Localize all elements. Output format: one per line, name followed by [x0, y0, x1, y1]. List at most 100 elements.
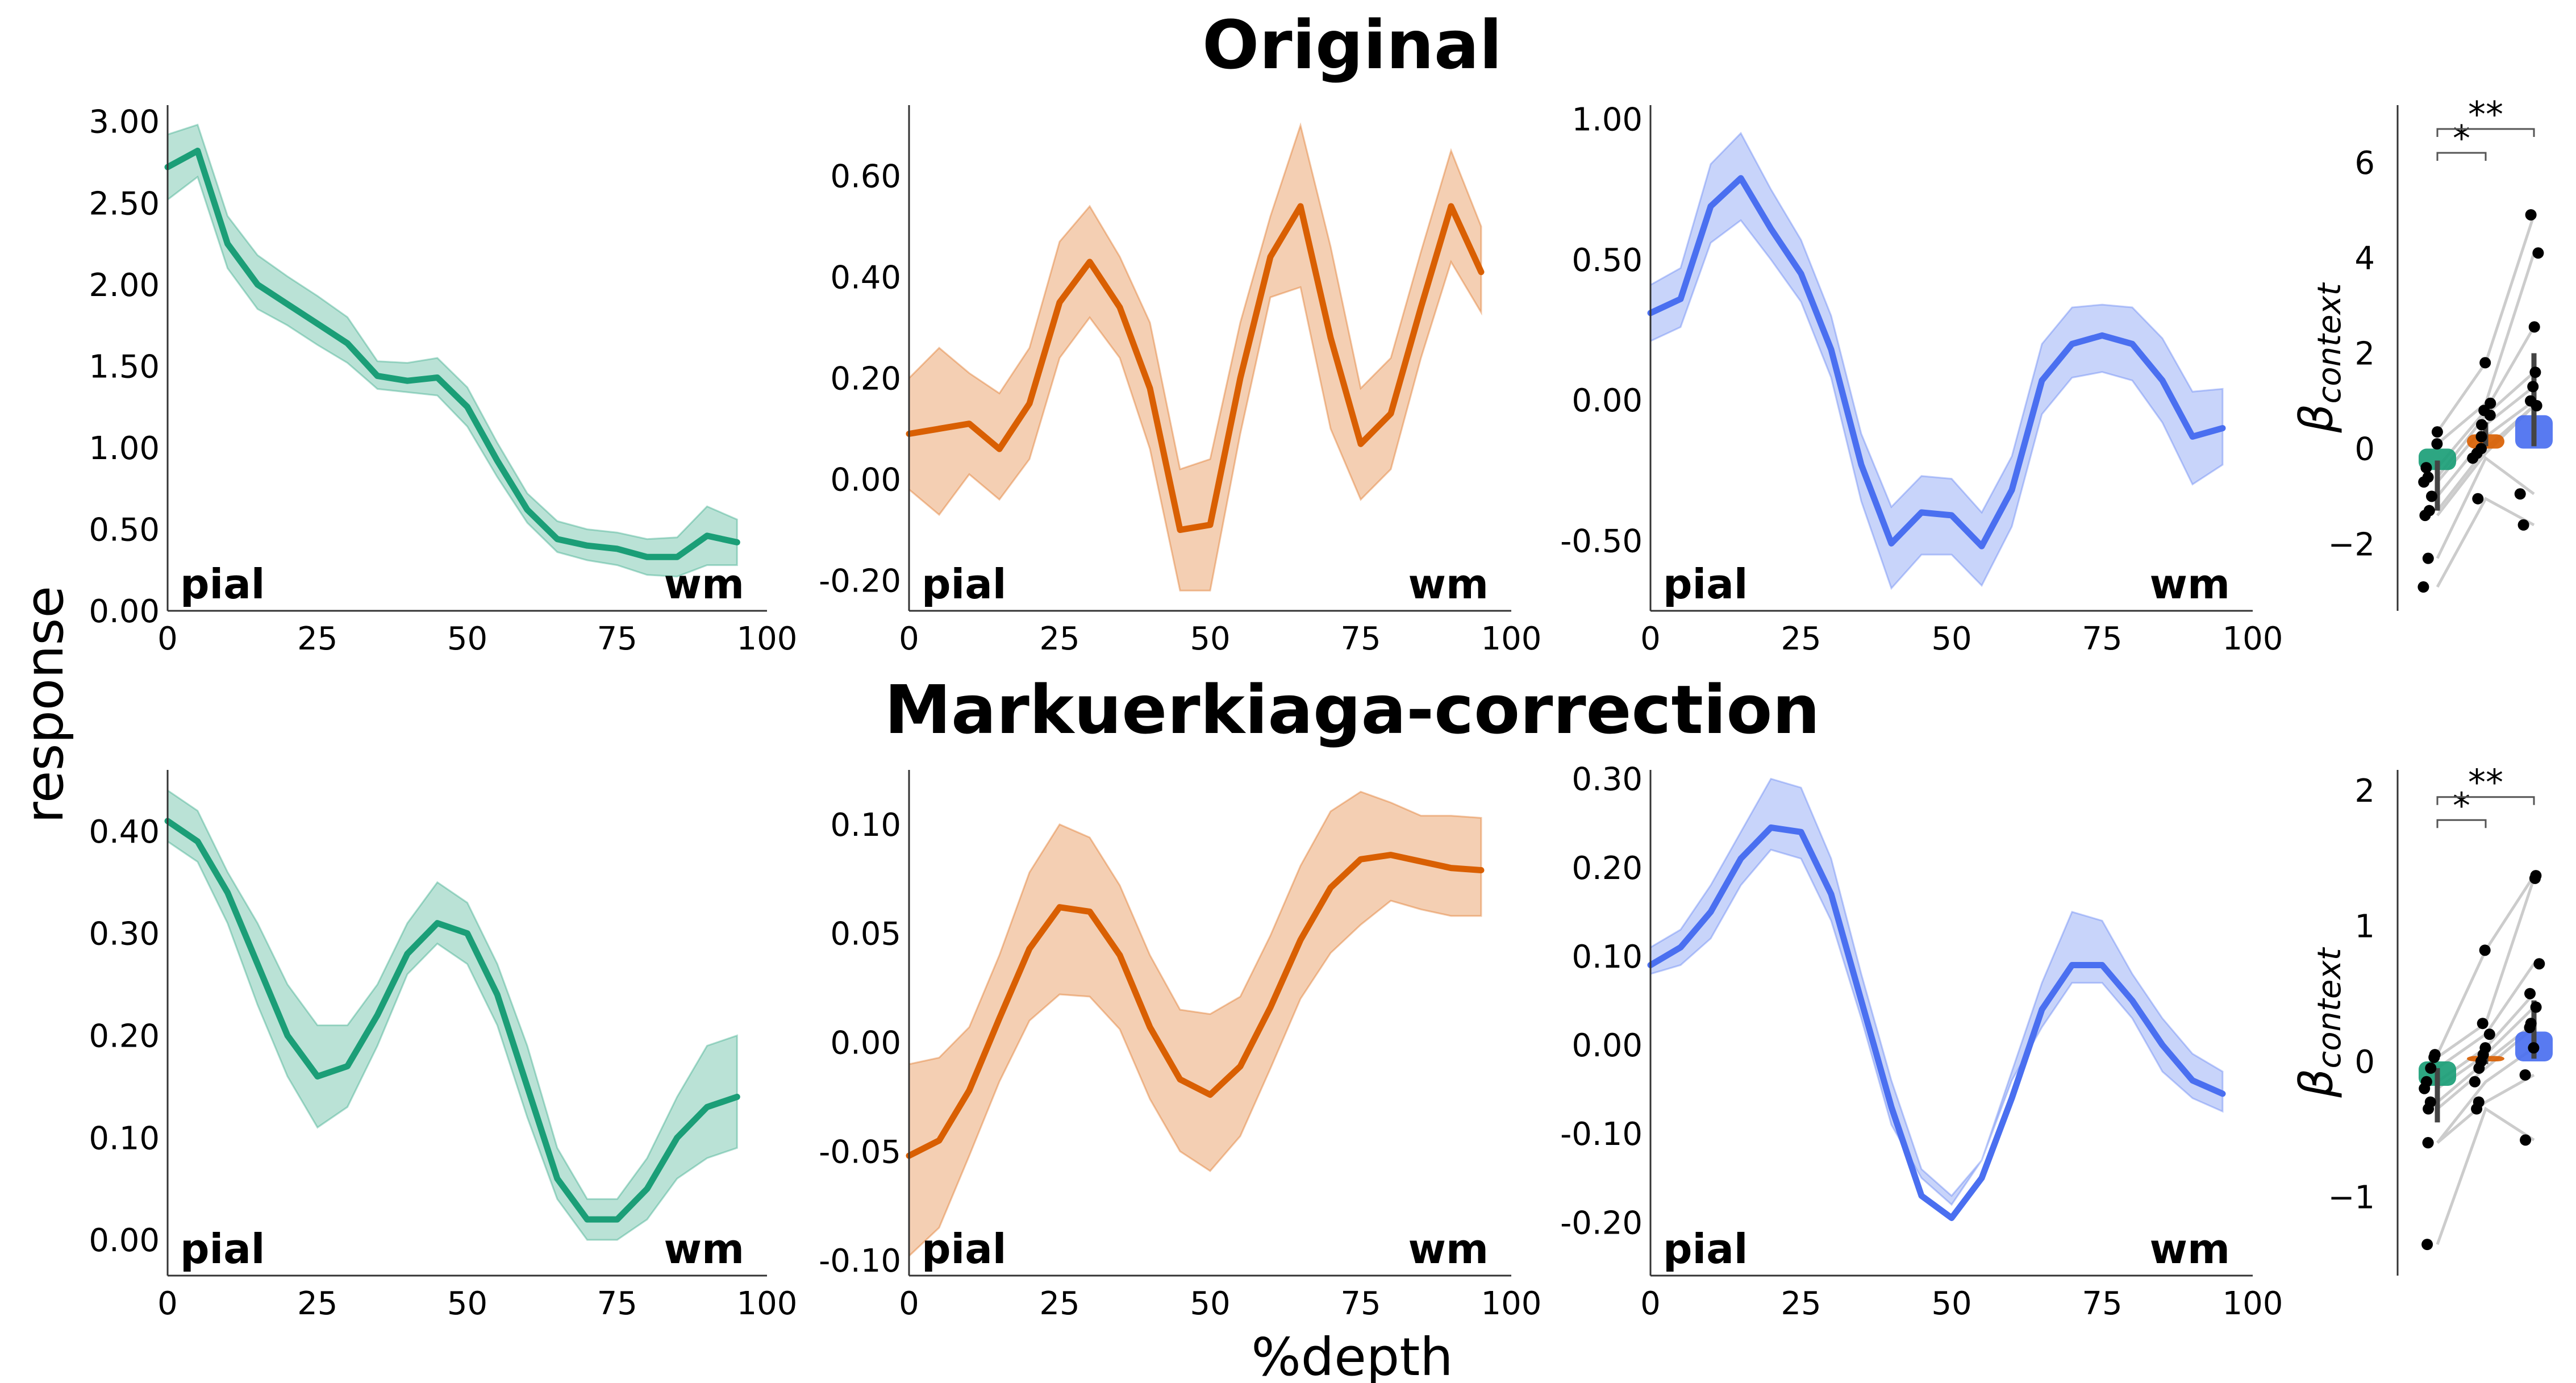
subject-point — [2520, 1134, 2532, 1146]
subject-point — [2422, 552, 2434, 564]
wm-label: wm — [2149, 1225, 2230, 1273]
confidence-band — [166, 789, 738, 1241]
y-tick-label: 0.00 — [830, 1025, 901, 1062]
y-tick-label: 0.10 — [89, 1120, 160, 1157]
subject-point — [2524, 988, 2536, 999]
y-axis-label: response — [14, 586, 75, 823]
subject-point — [2419, 1082, 2431, 1094]
confidence-band — [908, 790, 1482, 1258]
subject-line — [2436, 497, 2535, 588]
subject-point — [2525, 209, 2537, 221]
y-tick-label: 2 — [2354, 336, 2375, 373]
subject-point — [2532, 247, 2544, 259]
line-panel-0-0: 0.00 0.50 1.00 1.50 2.00 2.50 3.00 0 25 50 75 100 pi… — [89, 104, 797, 657]
y-tick-label: 1 — [2354, 908, 2375, 945]
y-tick-label: -0.50 — [1560, 523, 1643, 560]
y-tick-label: 0.30 — [1572, 761, 1643, 798]
y-tick-label: 0.40 — [89, 814, 160, 851]
series-line — [1647, 175, 2226, 549]
beta-context-label: βcontext — [2290, 282, 2348, 433]
subject-point — [2527, 381, 2539, 393]
row-title-correction: Markuerkiaga-correction — [885, 670, 1820, 749]
subject-point — [2530, 1001, 2542, 1013]
confidence-band — [908, 122, 1482, 591]
subject-point — [2473, 1062, 2485, 1074]
subject-point — [2471, 1103, 2483, 1115]
subject-point — [2467, 452, 2479, 464]
y-tick-label: 0.50 — [1572, 242, 1643, 279]
pial-label: pial — [922, 560, 1006, 608]
y-tick-label: 1.00 — [1572, 102, 1643, 139]
y-tick-label: 0.50 — [89, 511, 160, 548]
subject-point — [2514, 488, 2526, 500]
significance-label: * — [2453, 785, 2470, 826]
x-tick-label: 75 — [597, 620, 637, 657]
x-tick-label: 50 — [1931, 1285, 1971, 1322]
x-tick-label: 100 — [737, 620, 798, 657]
line-panel-0-1: -0.20 0.00 0.20 0.40 0.60 0 25 50 75 100 pial wm — [819, 105, 1541, 657]
y-tick-label: 0.20 — [1572, 850, 1643, 887]
x-tick-label: 50 — [447, 620, 487, 657]
series-line — [906, 203, 1485, 534]
subject-point — [2533, 958, 2545, 970]
x-axis-label: %depth — [1251, 1327, 1453, 1383]
line-panel-1-2: -0.20 -0.10 0.00 0.10 0.20 0.30 0 25 50 75 100 pial… — [1560, 761, 2283, 1322]
subject-point — [2528, 1042, 2540, 1054]
x-tick-label: 0 — [157, 620, 178, 657]
y-tick-label: 0.30 — [89, 916, 160, 953]
series-line — [164, 818, 740, 1223]
y-tick-label: 0.00 — [89, 1222, 160, 1259]
significance-bracket — [2436, 152, 2487, 161]
x-tick-label: 25 — [1039, 1285, 1079, 1322]
wm-label: wm — [1408, 1225, 1489, 1273]
x-tick-label: 0 — [1640, 1285, 1661, 1322]
line-panel-1-0: 0.00 0.10 0.20 0.30 0.40 0 25 50 75 100 pial wm — [89, 770, 797, 1322]
subject-point — [2419, 510, 2431, 522]
subject-point — [2484, 409, 2496, 421]
pial-label: pial — [180, 1225, 265, 1273]
y-tick-label: 0.10 — [1572, 939, 1643, 976]
x-tick-label: 50 — [1190, 1285, 1230, 1322]
subject-point — [2428, 1051, 2440, 1063]
y-tick-label: -0.05 — [819, 1134, 901, 1170]
subject-point — [2418, 476, 2430, 488]
confidence-band — [1649, 777, 2224, 1206]
subject-point — [2531, 399, 2542, 411]
x-tick-label: 75 — [597, 1285, 637, 1322]
y-tick-label: 2.00 — [89, 267, 160, 304]
subject-line — [2436, 1073, 2535, 1144]
pial-label: pial — [1663, 1225, 1748, 1273]
pial-label: pial — [180, 560, 265, 608]
y-tick-label: 0.20 — [830, 361, 901, 398]
x-tick-label: 50 — [1190, 620, 1230, 657]
y-tick-label: 0.10 — [830, 807, 901, 844]
x-tick-label: 0 — [899, 1285, 919, 1322]
x-tick-label: 75 — [2082, 1285, 2122, 1322]
subject-line — [2436, 456, 2535, 559]
subject-line — [2436, 1106, 2535, 1245]
subject-point — [2524, 1022, 2536, 1034]
pial-label: pial — [922, 1225, 1006, 1273]
subject-point — [2417, 581, 2429, 593]
bar-panel-0: *** −2 0 2 4 6 βcontext — [2290, 94, 2553, 611]
y-tick-label: 1.00 — [89, 430, 160, 467]
x-tick-label: 75 — [1340, 620, 1381, 657]
series-line — [906, 852, 1485, 1159]
x-tick-label: 25 — [1781, 620, 1821, 657]
x-tick-label: 100 — [1481, 620, 1542, 657]
y-tick-label: 2.50 — [89, 185, 160, 222]
x-tick-label: 50 — [1931, 620, 1971, 657]
y-tick-label: 0.05 — [830, 916, 901, 953]
y-tick-label: 0.00 — [89, 593, 160, 630]
subject-point — [2529, 872, 2541, 884]
y-tick-label: 0.00 — [830, 462, 901, 499]
subject-point — [2475, 431, 2487, 443]
subject-point — [2469, 1076, 2481, 1088]
y-tick-label: 0.60 — [830, 159, 901, 195]
row-title-original: Original — [1202, 6, 1502, 84]
y-tick-label: 0.20 — [89, 1018, 160, 1055]
panels: 0.000.501.001.502.002.503.000 25 50 75 100pi… — [89, 94, 2553, 1322]
subject-point — [2431, 438, 2443, 450]
y-tick-label: -0.20 — [819, 563, 901, 600]
